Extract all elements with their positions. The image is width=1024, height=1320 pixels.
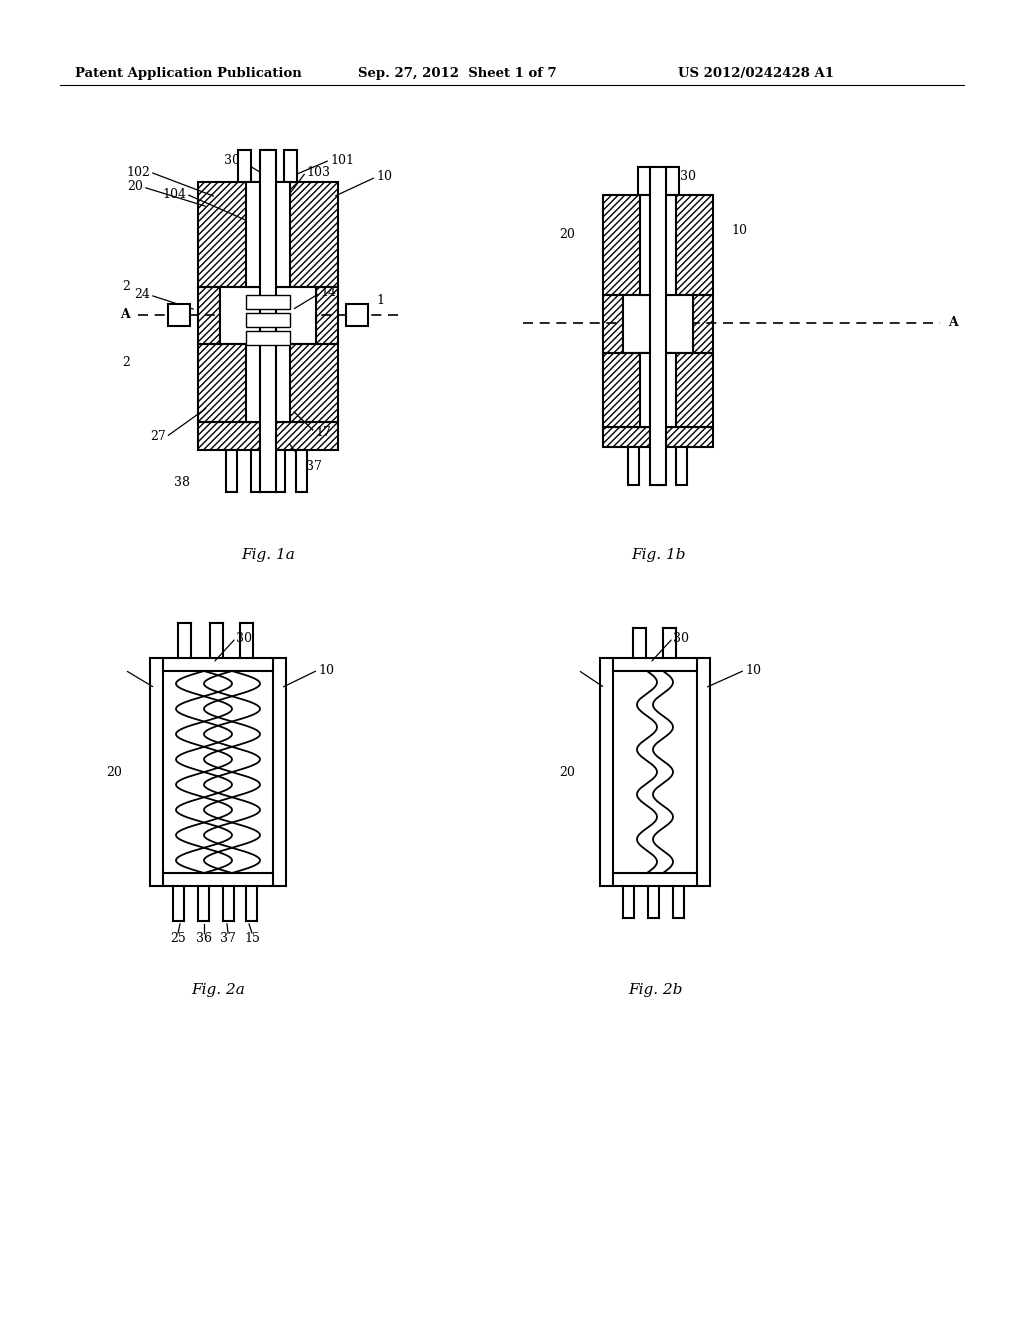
Text: A: A — [948, 317, 957, 330]
Bar — [666, 168, 679, 195]
Text: 20: 20 — [106, 766, 122, 779]
Text: 30: 30 — [673, 631, 689, 644]
Text: 20: 20 — [559, 766, 575, 779]
Text: 14: 14 — [319, 286, 336, 300]
Bar — [198, 422, 338, 450]
Bar — [198, 286, 220, 345]
Bar — [296, 450, 307, 492]
Bar — [640, 352, 676, 426]
Bar — [316, 286, 338, 345]
Text: 104: 104 — [162, 187, 186, 201]
Bar — [650, 168, 666, 484]
Bar — [246, 345, 290, 422]
Text: 1: 1 — [376, 293, 384, 306]
Text: 10: 10 — [318, 664, 334, 676]
Text: Patent Application Publication: Patent Application Publication — [75, 66, 302, 79]
Text: Fig. 2b: Fig. 2b — [628, 983, 682, 997]
Text: 101: 101 — [330, 153, 354, 166]
Bar — [628, 447, 639, 484]
Bar — [251, 450, 262, 492]
Bar — [168, 304, 190, 326]
Text: 36: 36 — [196, 932, 212, 945]
Bar — [676, 447, 687, 484]
Bar — [603, 195, 713, 294]
Text: 2: 2 — [122, 355, 130, 368]
Bar — [316, 286, 338, 345]
Text: 102: 102 — [126, 165, 150, 178]
Text: Fig. 1b: Fig. 1b — [631, 548, 685, 562]
Bar — [653, 447, 664, 484]
Bar — [603, 426, 713, 447]
Bar — [274, 450, 285, 492]
Text: 30: 30 — [224, 153, 240, 166]
Bar — [246, 182, 290, 286]
Bar — [198, 286, 220, 345]
Bar — [693, 294, 713, 352]
Bar — [640, 195, 676, 294]
Bar — [238, 150, 251, 182]
Bar — [603, 426, 713, 447]
Bar — [220, 286, 316, 345]
Bar — [246, 331, 290, 345]
Text: 10: 10 — [745, 664, 761, 676]
Text: 30: 30 — [680, 170, 696, 183]
Bar — [226, 450, 237, 492]
Bar — [198, 345, 338, 422]
Bar — [198, 345, 338, 422]
Text: 30: 30 — [236, 631, 252, 644]
Bar — [603, 294, 623, 352]
Bar — [623, 294, 693, 352]
Bar — [603, 294, 623, 352]
Text: 103: 103 — [306, 165, 330, 178]
Bar — [246, 313, 290, 327]
Text: Fig. 2a: Fig. 2a — [191, 983, 245, 997]
Bar — [246, 294, 290, 309]
Text: 20: 20 — [559, 228, 575, 242]
Bar — [284, 150, 297, 182]
Bar — [198, 422, 338, 450]
Bar — [346, 304, 368, 326]
Text: 10: 10 — [731, 223, 746, 236]
Bar — [198, 182, 338, 286]
Text: Fig. 1a: Fig. 1a — [241, 548, 295, 562]
Bar — [603, 352, 713, 426]
Bar — [198, 182, 338, 286]
Bar — [603, 352, 713, 426]
Text: 20: 20 — [127, 181, 143, 194]
Text: 24: 24 — [134, 289, 150, 301]
Bar — [603, 195, 713, 294]
Bar — [638, 168, 651, 195]
Text: Sep. 27, 2012  Sheet 1 of 7: Sep. 27, 2012 Sheet 1 of 7 — [358, 66, 557, 79]
Text: US 2012/0242428 A1: US 2012/0242428 A1 — [678, 66, 834, 79]
Text: 37: 37 — [220, 932, 236, 945]
Bar — [260, 150, 276, 492]
Text: 15: 15 — [244, 932, 260, 945]
Text: 2: 2 — [122, 281, 130, 293]
Text: 10: 10 — [376, 170, 392, 183]
Bar — [261, 150, 274, 182]
Bar — [693, 294, 713, 352]
Text: 38: 38 — [174, 475, 190, 488]
Text: 27: 27 — [151, 430, 166, 444]
Text: 25: 25 — [170, 932, 186, 945]
Text: A: A — [120, 309, 130, 322]
Text: 37: 37 — [306, 459, 322, 473]
Text: 17: 17 — [315, 425, 331, 438]
